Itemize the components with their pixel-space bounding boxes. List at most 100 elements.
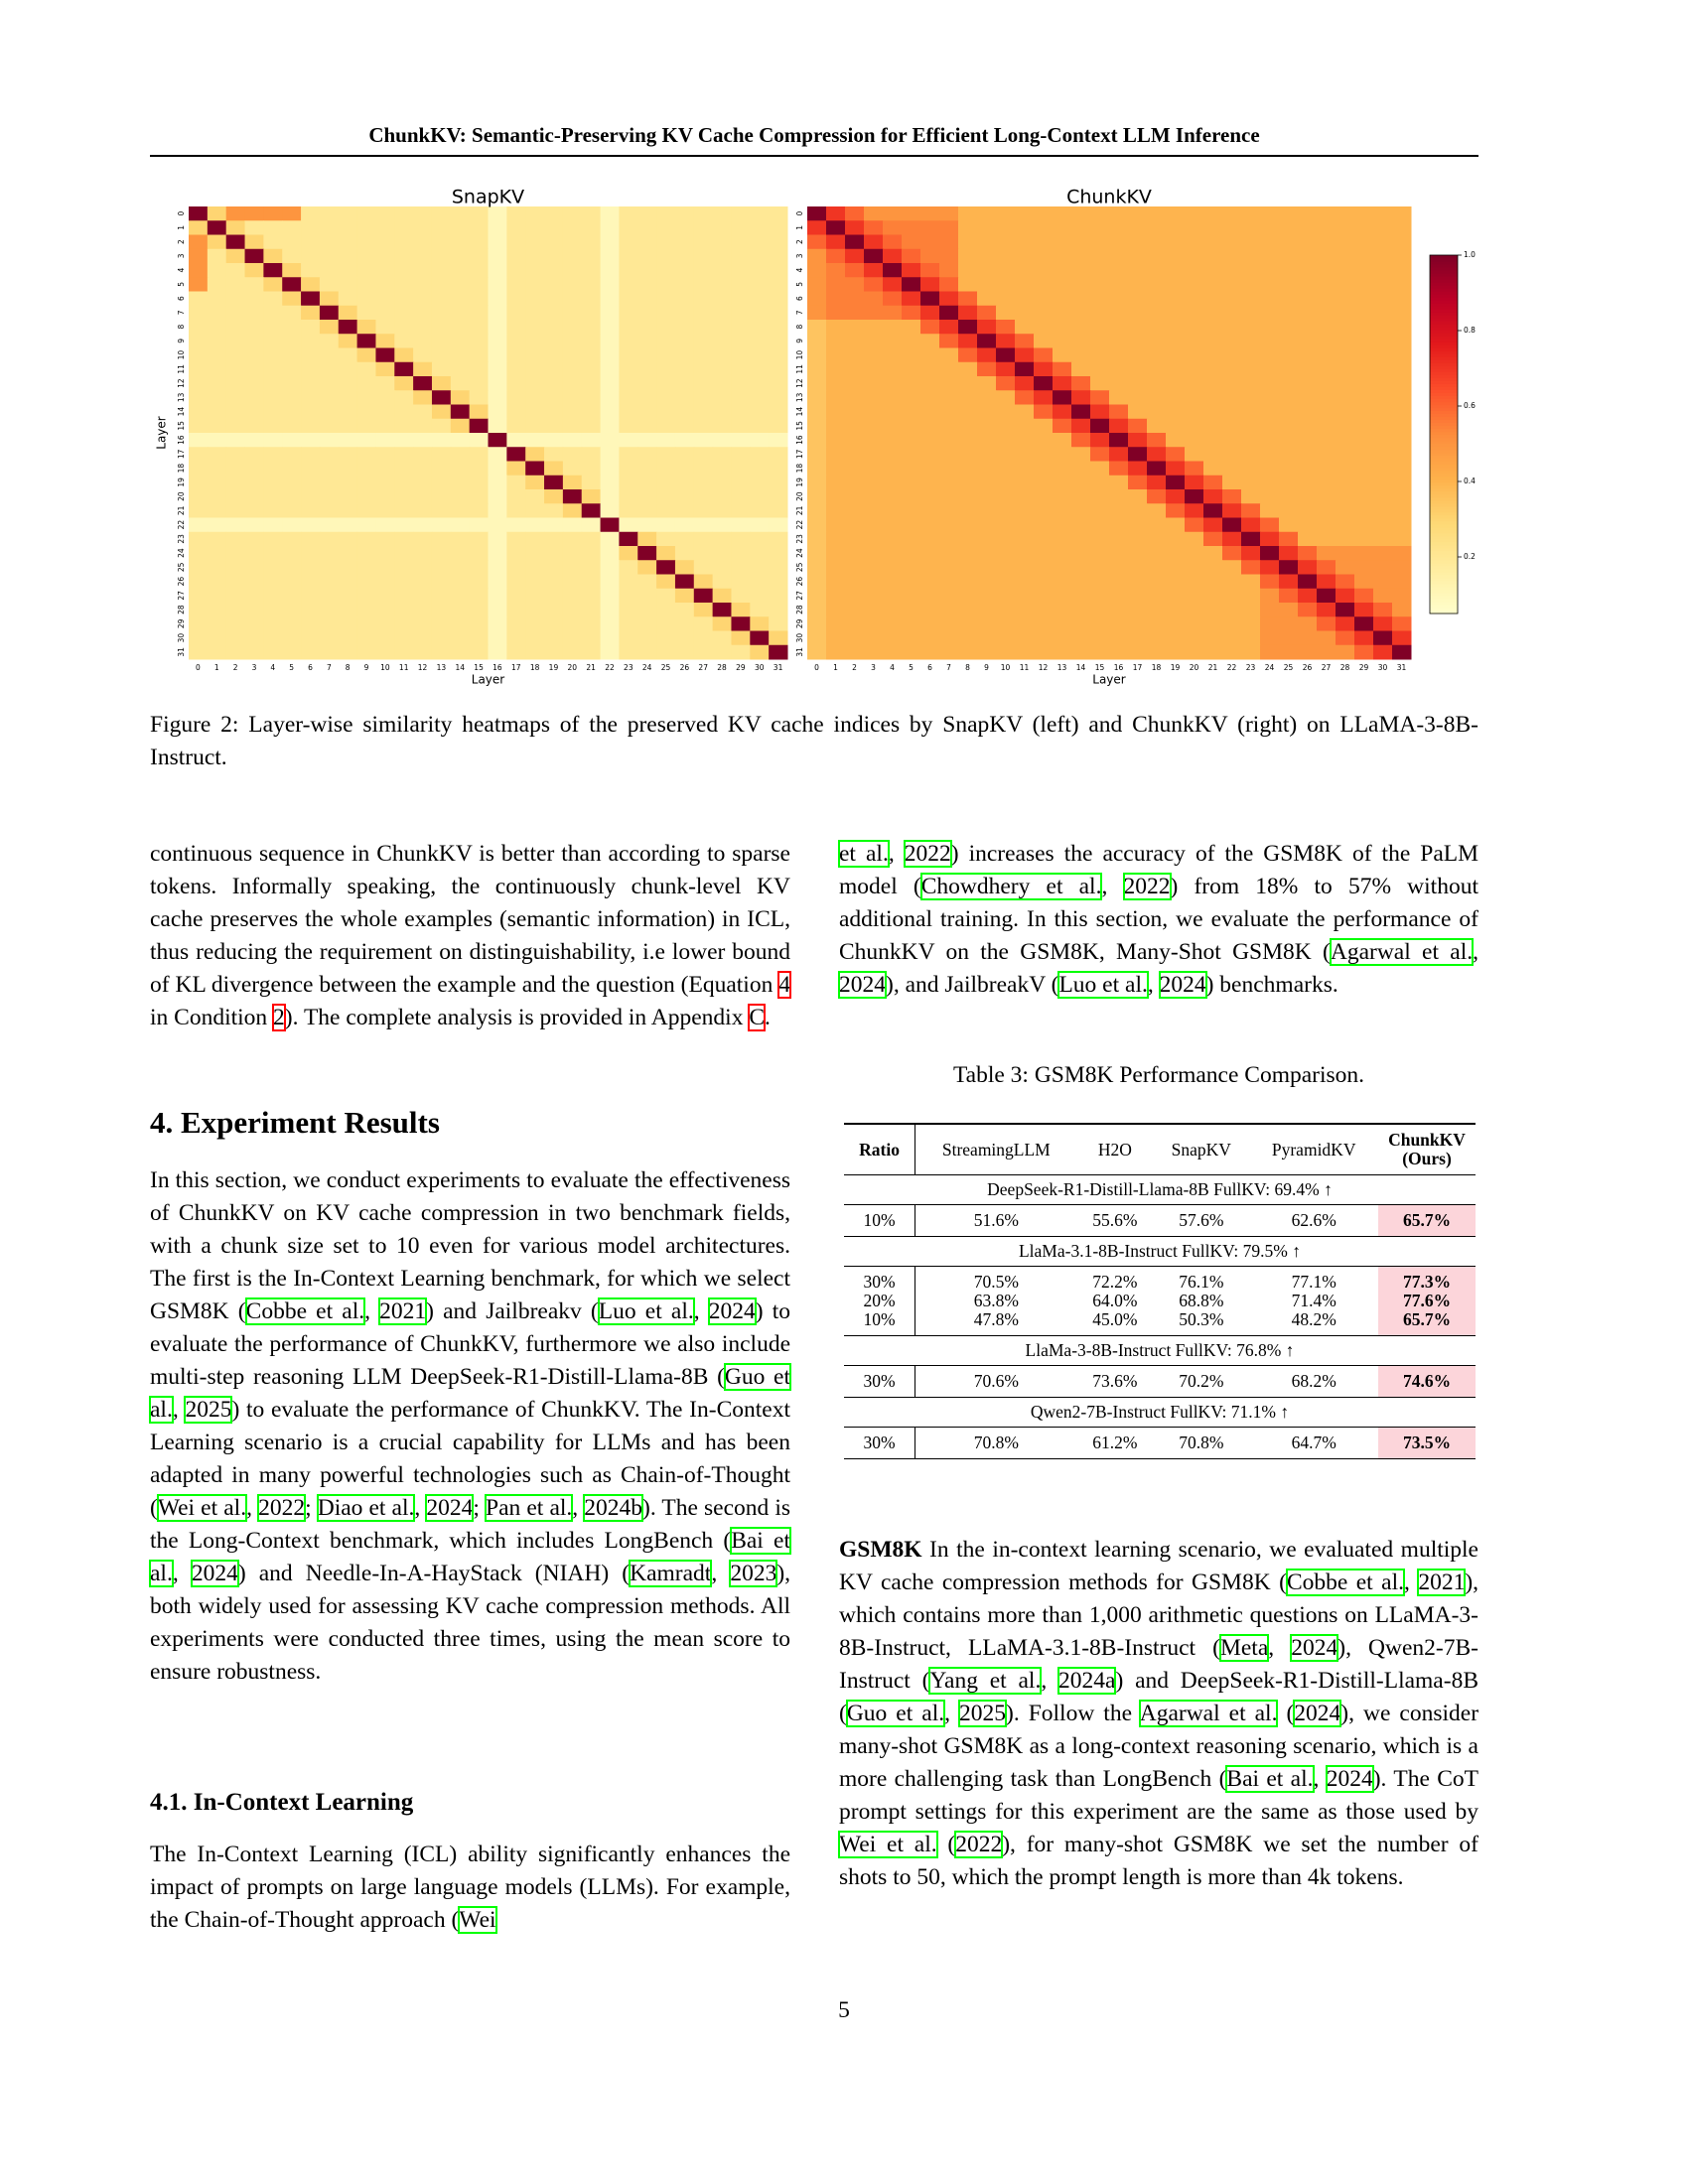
heatmap-cell: [319, 603, 340, 617]
citation-link[interactable]: Pan et al.: [485, 1494, 574, 1522]
heatmap-cell: [977, 404, 997, 420]
citation-link[interactable]: 2024: [425, 1494, 475, 1522]
heatmap-cell: [1166, 390, 1186, 405]
citation-link[interactable]: Luo et al.: [1057, 971, 1149, 999]
citation-link[interactable]: Wei et al.: [156, 1494, 248, 1522]
heatmap-cell: [207, 447, 227, 462]
citation-link[interactable]: 2024: [1290, 1634, 1339, 1662]
heatmap-cell: [525, 489, 545, 504]
heatmap-cell: [413, 390, 433, 405]
citation-link[interactable]: Luo et al.: [597, 1297, 695, 1325]
citation-link[interactable]: Wei et al.: [838, 1831, 938, 1858]
heatmap-cell: [431, 475, 452, 490]
heatmap-cell: [1298, 234, 1318, 250]
heatmap-cell: [1260, 220, 1280, 235]
colorbar-segment: [1430, 264, 1458, 268]
heatmap-cell: [958, 234, 978, 250]
heatmap-cell: [750, 531, 770, 547]
citation-link[interactable]: 2021: [1417, 1569, 1467, 1596]
heatmap-cell: [356, 234, 376, 250]
heatmap-cell: [506, 361, 526, 377]
heatmap-cell: [301, 320, 321, 335]
citation-link[interactable]: 2024: [1325, 1765, 1374, 1793]
heatmap-cell: [1203, 616, 1223, 631]
citation-link[interactable]: 2025: [184, 1396, 233, 1424]
heatmap-cell: [207, 616, 227, 631]
citation-link[interactable]: Meta: [1218, 1634, 1270, 1662]
heatmap-cell: [207, 206, 227, 221]
citation-link[interactable]: Cobbe et al.: [1285, 1569, 1405, 1596]
citation-link[interactable]: Guo et al.: [149, 1363, 791, 1424]
heatmap-cell: [864, 630, 884, 646]
citation-link[interactable]: 2022: [903, 840, 952, 868]
heatmap-cell: [525, 220, 545, 235]
heatmap-cell: [674, 320, 695, 335]
citation-link[interactable]: Yang et al.: [928, 1667, 1043, 1695]
citation-link[interactable]: et al.: [838, 840, 890, 868]
heatmap-cell: [902, 206, 921, 221]
heatmap-cell: [619, 277, 638, 292]
heatmap-cell: [1185, 433, 1204, 448]
heatmap-cell: [883, 418, 903, 434]
citation-link[interactable]: 2021: [378, 1297, 428, 1325]
citation-link[interactable]: 2025: [958, 1700, 1007, 1727]
citation-link[interactable]: Guo et al.: [845, 1700, 946, 1727]
citation-link[interactable]: 2022: [257, 1494, 307, 1522]
citation-link[interactable]: Bai et al.: [1225, 1765, 1315, 1793]
heatmap-cell: [394, 503, 414, 518]
citation-link[interactable]: Diao et al.: [316, 1494, 416, 1522]
heatmap-cell: [939, 517, 959, 533]
heatmap-cell: [413, 616, 433, 631]
reference-link[interactable]: 2: [272, 1004, 286, 1031]
reference-link[interactable]: 4: [777, 971, 791, 999]
citation-link[interactable]: Wei: [458, 1906, 497, 1934]
citation-link[interactable]: 2023: [729, 1560, 778, 1587]
reference-link[interactable]: C: [748, 1004, 766, 1031]
citation-link[interactable]: 2024: [190, 1560, 239, 1587]
table-cell: 71.4%: [1291, 1291, 1336, 1310]
citation-link[interactable]: 2024: [838, 971, 887, 999]
heatmap-cell: [1279, 517, 1299, 533]
heatmap-cell: [674, 475, 695, 490]
citation-link[interactable]: Chowdhery et al.: [919, 873, 1103, 900]
heatmap-cell: [506, 461, 526, 477]
citation-link[interactable]: Kamradt: [629, 1560, 713, 1587]
text-run: ), both widely used for assessing KV cac…: [150, 1561, 791, 1685]
heatmap-cell: [600, 574, 620, 590]
heatmap-cell: [1222, 616, 1242, 631]
heatmap-cell: [431, 447, 452, 462]
heatmap-cell: [1185, 248, 1204, 264]
heatmap-cell: [244, 418, 264, 434]
citation-link[interactable]: 2024a: [1057, 1667, 1117, 1695]
citation-link[interactable]: 2024: [707, 1297, 757, 1325]
colorbar-segment: [1430, 508, 1458, 513]
citation-link[interactable]: 2022: [954, 1831, 1004, 1858]
heatmap-cell: [263, 234, 283, 250]
heatmap-cell: [939, 320, 959, 335]
heatmap-cell: [544, 461, 564, 477]
text-run: ,: [1041, 1668, 1059, 1694]
heatmap-cell: [1071, 376, 1091, 391]
heatmap-cell: [225, 206, 246, 221]
citation-link[interactable]: Cobbe et al.: [244, 1297, 366, 1325]
heatmap-cell: [356, 320, 376, 335]
citation-link[interactable]: 2024: [1158, 971, 1207, 999]
heatmap-cell: [1260, 277, 1280, 292]
heatmap-cell: [656, 418, 676, 434]
heatmap-cell: [807, 320, 827, 335]
heatmap-cell: [1034, 404, 1054, 420]
heatmap-cell: [674, 305, 695, 321]
heatmap-cell: [544, 630, 564, 646]
colorbar-segment: [1430, 592, 1458, 597]
citation-link[interactable]: Agarwal et al.: [1329, 938, 1475, 966]
citation-link[interactable]: 2022: [1122, 873, 1172, 900]
citation-link[interactable]: 2024b: [583, 1494, 644, 1522]
heatmap-cell: [750, 418, 770, 434]
heatmap-cell: [450, 404, 471, 420]
citation-link[interactable]: Bai et al.: [149, 1527, 791, 1587]
heatmap-cell: [413, 630, 433, 646]
heatmap-cell: [1185, 277, 1204, 292]
colorbar-segment: [1430, 285, 1458, 289]
citation-link[interactable]: Agarwal et al.: [1138, 1700, 1279, 1727]
citation-link[interactable]: 2024: [1293, 1700, 1342, 1727]
